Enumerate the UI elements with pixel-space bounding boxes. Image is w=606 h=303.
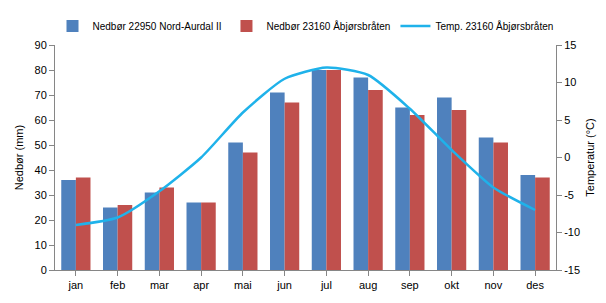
svg-text:0: 0 <box>41 264 47 276</box>
svg-text:20: 20 <box>35 214 47 226</box>
svg-text:nov: nov <box>485 279 503 291</box>
svg-text:Nedbør 23160 Åbjørsbråten: Nedbør 23160 Åbjørsbråten <box>266 20 390 32</box>
svg-text:Temperatur (°C): Temperatur (°C) <box>584 118 596 196</box>
svg-text:10: 10 <box>35 239 47 251</box>
svg-text:apr: apr <box>193 279 209 291</box>
svg-text:50: 50 <box>35 139 47 151</box>
svg-text:90: 90 <box>35 39 47 51</box>
svg-text:jun: jun <box>276 279 292 291</box>
svg-text:Temp. 23160 Åbjørsbråten: Temp. 23160 Åbjørsbråten <box>435 20 553 32</box>
svg-text:jul: jul <box>320 279 332 291</box>
svg-text:80: 80 <box>35 64 47 76</box>
svg-text:5: 5 <box>564 114 570 126</box>
svg-text:okt: okt <box>444 279 459 291</box>
svg-text:jan: jan <box>68 279 84 291</box>
svg-text:feb: feb <box>110 279 125 291</box>
svg-text:-15: -15 <box>564 264 580 276</box>
svg-text:15: 15 <box>564 39 576 51</box>
svg-text:sep: sep <box>401 279 419 291</box>
svg-text:des: des <box>526 279 544 291</box>
svg-text:Nedbør (mm): Nedbør (mm) <box>13 125 25 190</box>
svg-text:-5: -5 <box>564 189 574 201</box>
svg-text:30: 30 <box>35 189 47 201</box>
svg-text:10: 10 <box>564 76 576 88</box>
svg-text:70: 70 <box>35 89 47 101</box>
svg-text:0: 0 <box>564 151 570 163</box>
svg-text:mar: mar <box>150 279 169 291</box>
svg-text:Nedbør 22950 Nord-Aurdal II: Nedbør 22950 Nord-Aurdal II <box>93 21 222 32</box>
svg-text:40: 40 <box>35 164 47 176</box>
svg-text:mai: mai <box>234 279 252 291</box>
svg-text:-10: -10 <box>564 226 580 238</box>
svg-text:aug: aug <box>359 279 377 291</box>
svg-text:60: 60 <box>35 114 47 126</box>
